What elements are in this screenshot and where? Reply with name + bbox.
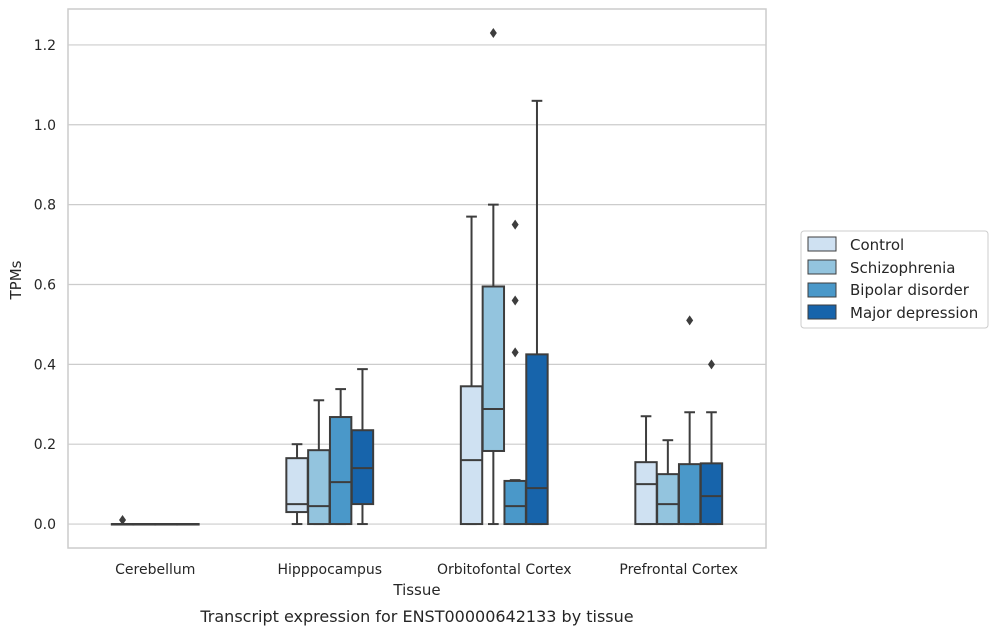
x-tick-label: Cerebellum	[115, 562, 195, 578]
legend-item: Control	[807, 236, 904, 254]
legend-item: Major depression	[807, 304, 978, 322]
legend-label: Schizophrenia	[850, 259, 955, 277]
y-tick-label: 1.0	[34, 118, 56, 134]
chart-caption: Transcript expression for ENST0000064213…	[199, 607, 633, 626]
outlier-point	[511, 295, 519, 306]
legend: Control Schizophrenia Bipolar disorder M…	[800, 230, 989, 329]
box-body	[459, 385, 484, 526]
legend-swatch	[807, 236, 837, 252]
box-group	[459, 215, 484, 526]
x-axis-ticks: Cerebellum Hipppocampus Orbitofontal Corte…	[115, 562, 738, 578]
box-body	[525, 353, 549, 526]
legend-frame	[800, 230, 989, 329]
box-group	[525, 99, 549, 526]
y-tick-label: 0.6	[34, 277, 56, 293]
box-group	[328, 388, 353, 526]
box-body	[481, 285, 506, 452]
legend-item: Bipolar disorder	[807, 281, 970, 299]
y-tick-label: 0.4	[34, 357, 56, 373]
legend-swatch	[807, 259, 837, 275]
y-tick-label: 0.2	[34, 437, 56, 453]
legend-item: Schizophrenia	[807, 259, 955, 277]
plot-area-frame	[67, 8, 767, 549]
legend-swatch	[807, 282, 837, 298]
x-axis-label: Tissue	[392, 581, 440, 599]
legend-label: Major depression	[850, 304, 978, 322]
box-group	[350, 368, 375, 526]
outlier-point	[511, 219, 519, 230]
box-group	[656, 439, 680, 526]
y-tick-label: 0.8	[34, 198, 56, 214]
box-body	[328, 416, 353, 526]
box-body	[503, 479, 527, 526]
box-plot-marks	[110, 27, 724, 526]
box-group	[307, 399, 331, 526]
y-tick-label: 0.0	[34, 517, 56, 533]
grid-lines	[68, 44, 766, 525]
box-body	[307, 449, 331, 526]
box-body	[677, 463, 702, 526]
outlier-point	[707, 359, 715, 370]
box-group	[503, 219, 527, 526]
box-body	[634, 461, 658, 526]
x-tick-label: Orbitofontal Cortex	[437, 562, 572, 578]
x-tick-label: Prefrontal Cortex	[619, 562, 738, 578]
y-axis-ticks: 0.0 0.2 0.4 0.6 0.8 1.0 1.2	[34, 38, 56, 533]
box-body	[699, 462, 724, 526]
box-group	[677, 315, 702, 526]
box-group	[481, 27, 506, 526]
box-group	[154, 523, 178, 526]
outlier-point	[686, 315, 694, 326]
box-group	[176, 523, 200, 526]
box-group	[285, 443, 309, 526]
legend-label: Control	[850, 236, 904, 254]
legend-label: Bipolar disorder	[850, 281, 970, 299]
y-tick-label: 1.2	[34, 38, 56, 54]
outlier-point	[119, 515, 127, 526]
legend-swatch	[807, 304, 837, 320]
box-group	[699, 359, 724, 526]
y-axis-label: TPMs	[7, 260, 25, 300]
outlier-point	[489, 27, 497, 38]
x-tick-label: Hipppocampus	[277, 562, 382, 578]
outlier-point	[511, 347, 519, 358]
box-body	[656, 473, 680, 526]
box-group	[110, 515, 135, 526]
box-group	[634, 415, 658, 526]
box-group	[132, 523, 157, 526]
